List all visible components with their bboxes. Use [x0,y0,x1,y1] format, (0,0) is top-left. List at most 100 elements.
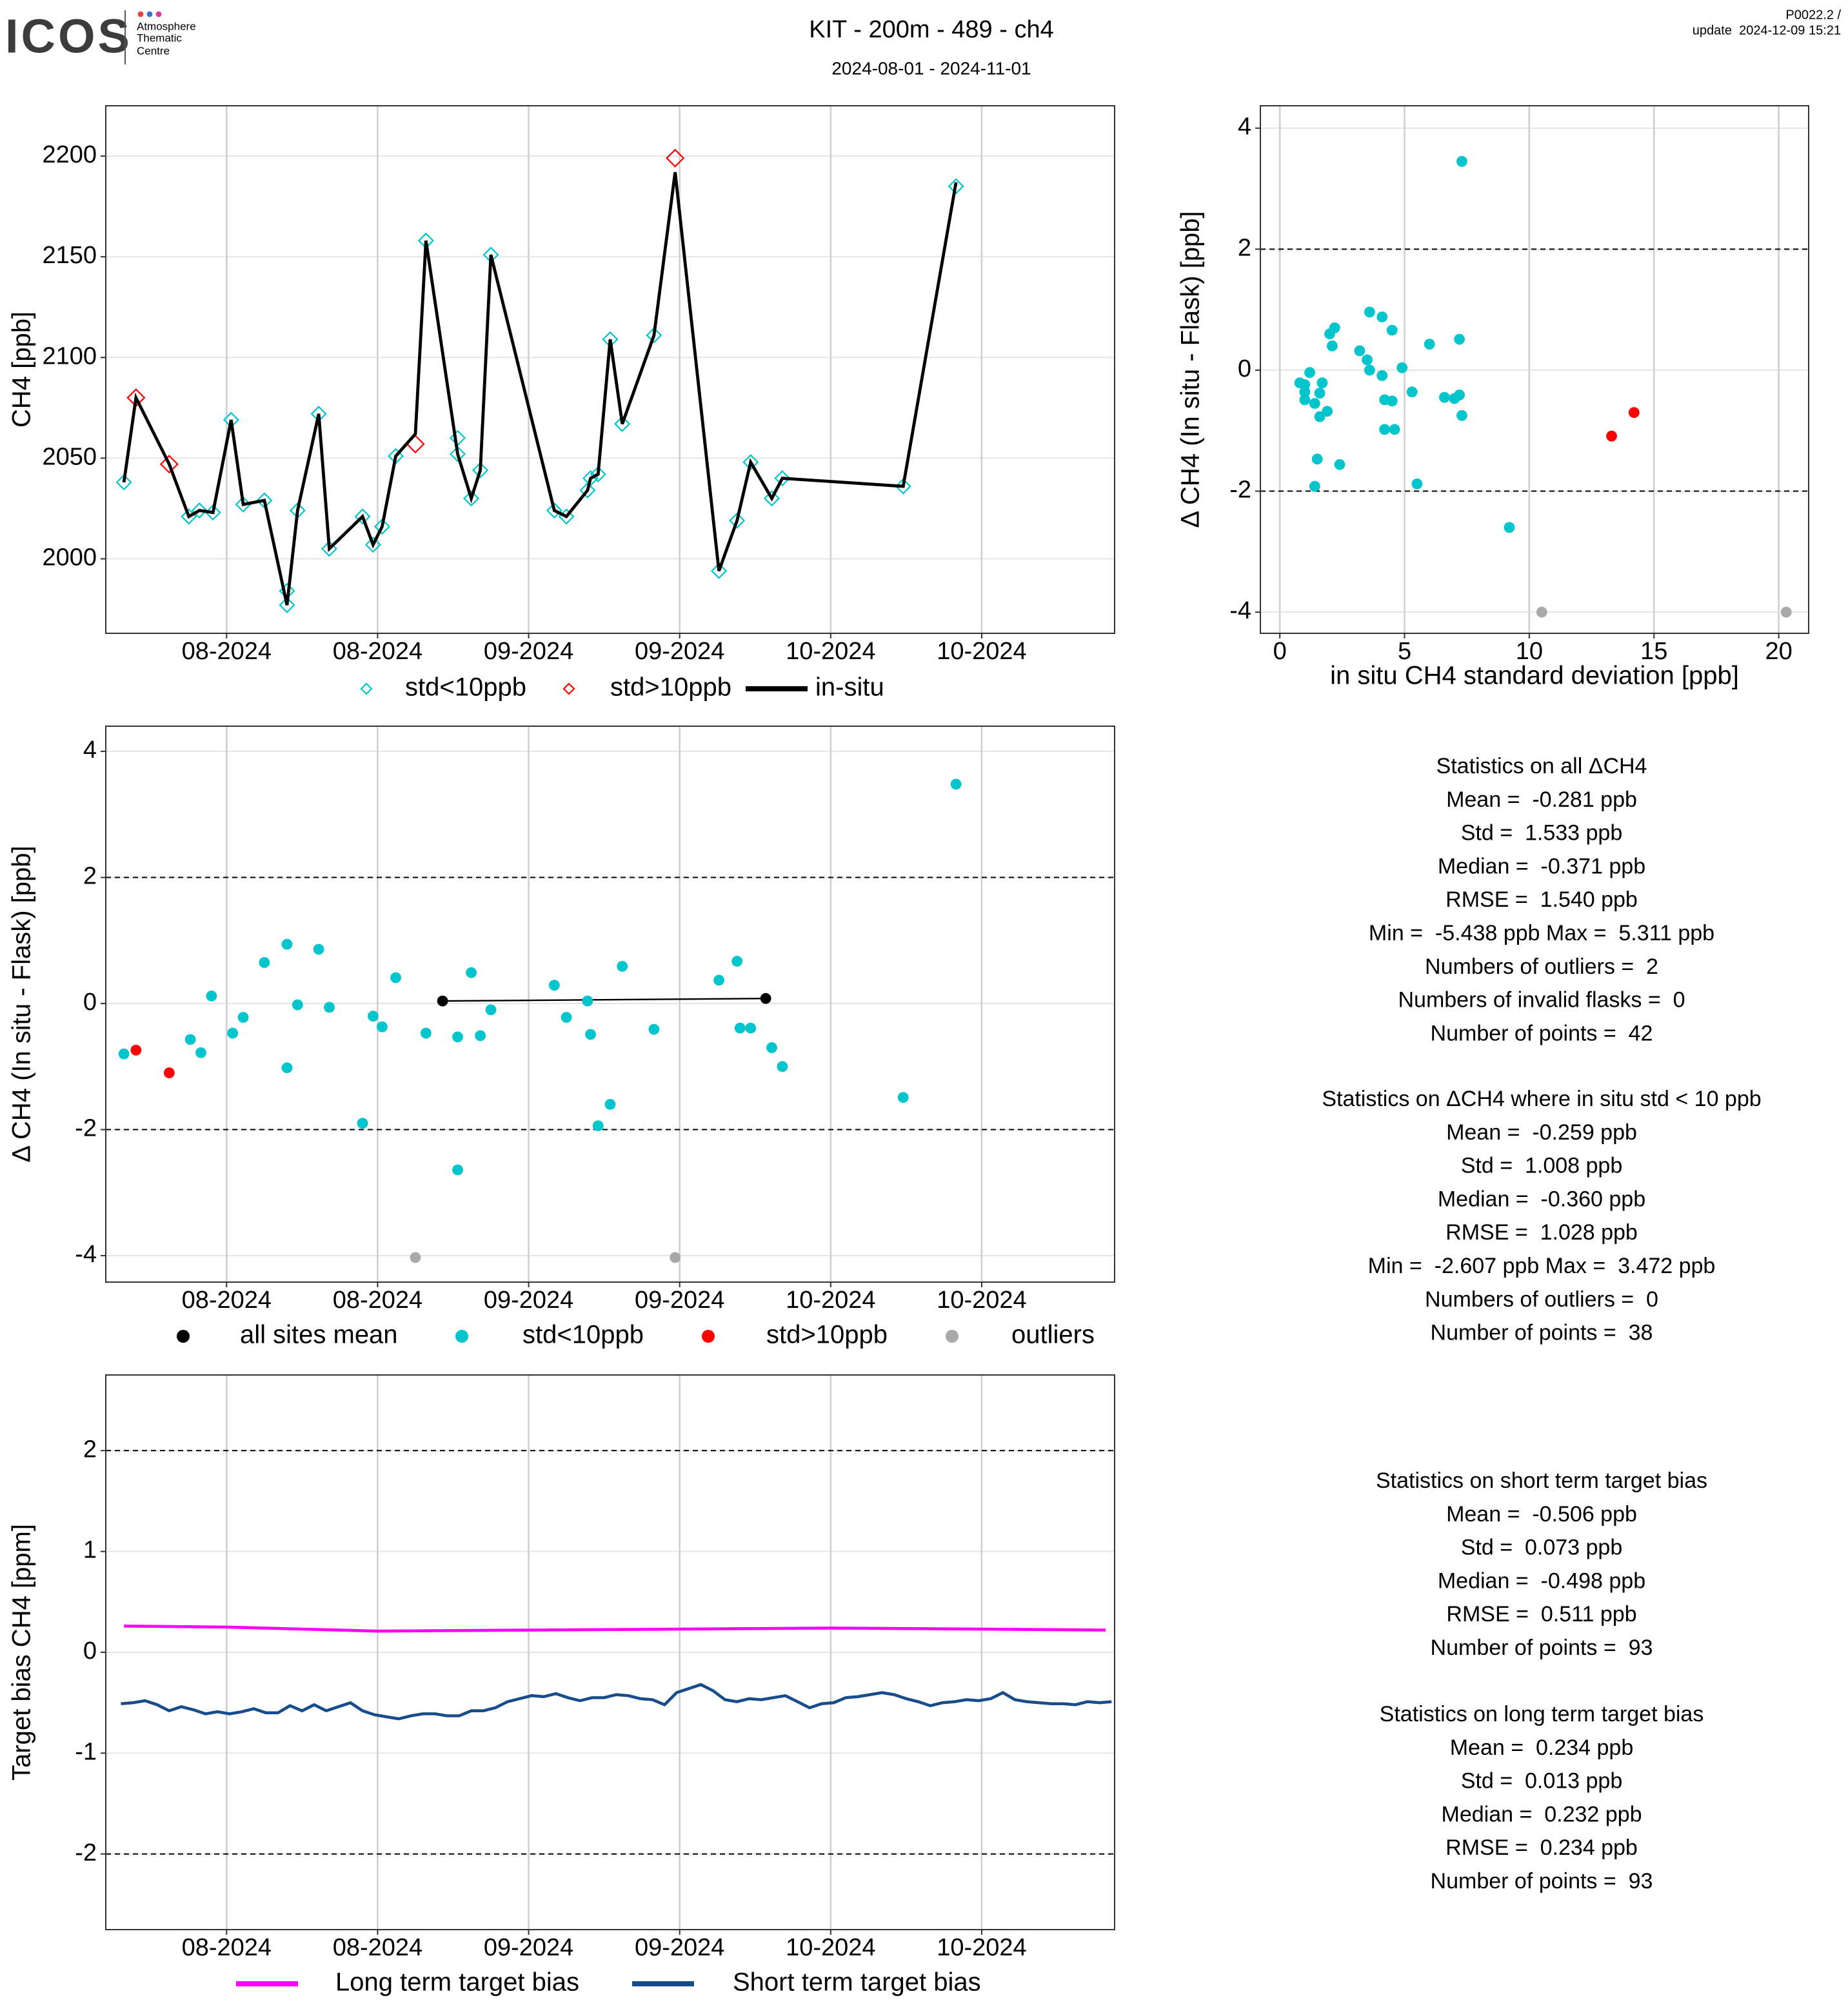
point [1309,398,1320,409]
legend-symbol [562,682,575,695]
point [163,1067,175,1078]
series-line [122,172,958,606]
point [227,1027,239,1039]
x-tick-label: 09-2024 [484,638,573,665]
y-axis-label: Δ CH4 (In situ - Flask) [ppb] [8,845,36,1162]
point [485,1004,497,1016]
diamond [614,415,631,432]
plot-frame [105,1374,1115,1930]
x-tick-label: 08-2024 [333,1287,422,1314]
diamond [579,482,596,499]
diamond [546,502,562,519]
point [745,1022,757,1034]
point [206,990,217,1002]
stats-line: Std = 0.073 ppb [1461,1536,1622,1560]
y-tick-label: 2050 [42,443,97,470]
y-tick-label: 0 [83,989,97,1016]
legend-symbol [177,1330,190,1343]
y-tick-label: -2 [75,1115,97,1142]
stats-line: Numbers of outliers = 2 [1425,954,1658,979]
stats-line: Std = 1.533 ppb [1461,821,1622,845]
point [130,1044,142,1056]
stats-line: Min = -2.607 ppb Max = 3.472 ppb [1368,1254,1716,1278]
diamond [774,470,791,487]
diamond [763,490,780,507]
point [368,1011,379,1022]
diamond [646,327,662,344]
diamond [948,178,964,195]
y-tick-label: 4 [83,737,97,764]
x-tick-label: 08-2024 [333,638,422,665]
point [1364,364,1375,376]
x-tick-label: 10-2024 [786,638,875,665]
point [1311,453,1323,465]
y-tick-label: 0 [83,1637,97,1665]
point [1376,311,1388,322]
x-tick-label: 08-2024 [182,1934,272,1961]
point [410,1252,421,1263]
point [734,1022,746,1034]
point [604,1098,616,1110]
y-axis-label: CH4 [ppb] [8,311,36,428]
point [1386,395,1398,407]
diamond [279,597,295,613]
legend-label: outliers [1011,1321,1095,1349]
x-tick-label: 10-2024 [786,1287,875,1314]
diamond [729,512,746,529]
logo: ICOS [5,10,132,63]
point [585,1029,596,1040]
point [670,1252,681,1263]
stats-line: Std = 1.008 ppb [1461,1154,1622,1178]
legend-symbol [360,682,373,695]
point [452,1031,463,1043]
logo-dot [137,11,144,17]
point [1424,339,1435,350]
diamond [711,562,728,579]
diamond [449,446,466,462]
point [1780,606,1792,618]
point [1334,459,1346,470]
logo-caption: Thematic [137,32,182,44]
stats-line: Mean = -0.281 ppb [1446,787,1637,812]
point [1304,367,1315,379]
x-tick-label: 09-2024 [484,1934,573,1961]
point [420,1027,432,1039]
point [1389,424,1400,435]
point [648,1023,660,1035]
diamond [463,490,480,507]
point [281,938,293,950]
point [475,1030,486,1042]
y-tick-label: 2000 [42,544,97,571]
point [1379,424,1390,435]
x-tick-label: 5 [1398,638,1411,665]
diamond [354,508,371,525]
point [281,1062,293,1074]
diamond [364,537,381,553]
x-tick-label: 08-2024 [182,638,272,665]
point [1299,386,1311,398]
diamond [742,454,759,471]
point [237,1012,249,1023]
plot-frame [105,105,1115,634]
series-line [121,1683,1112,1721]
stats-line: RMSE = 0.511 ppb [1446,1602,1636,1626]
y-tick-label: 2100 [42,342,97,370]
point [1396,362,1408,373]
stats-line: Std = 0.013 ppb [1461,1769,1622,1794]
y-tick-label: 2 [1238,234,1251,261]
point [582,995,593,1007]
y-tick-label: -1 [75,1738,97,1765]
point [1362,354,1373,366]
stats-line: Mean = 0.234 ppb [1450,1735,1634,1760]
y-tick-label: 2 [83,863,97,890]
stats-line: Number of points = 93 [1431,1869,1653,1893]
diamond [115,474,132,491]
legend-symbol [702,1330,715,1343]
stats-title: Statistics on long term target bias [1380,1702,1704,1726]
logo-caption: Atmosphere [137,20,196,32]
legend-symbol [946,1330,959,1343]
x-tick-label: 09-2024 [635,638,724,665]
point [1324,328,1335,340]
diamond [895,478,911,495]
